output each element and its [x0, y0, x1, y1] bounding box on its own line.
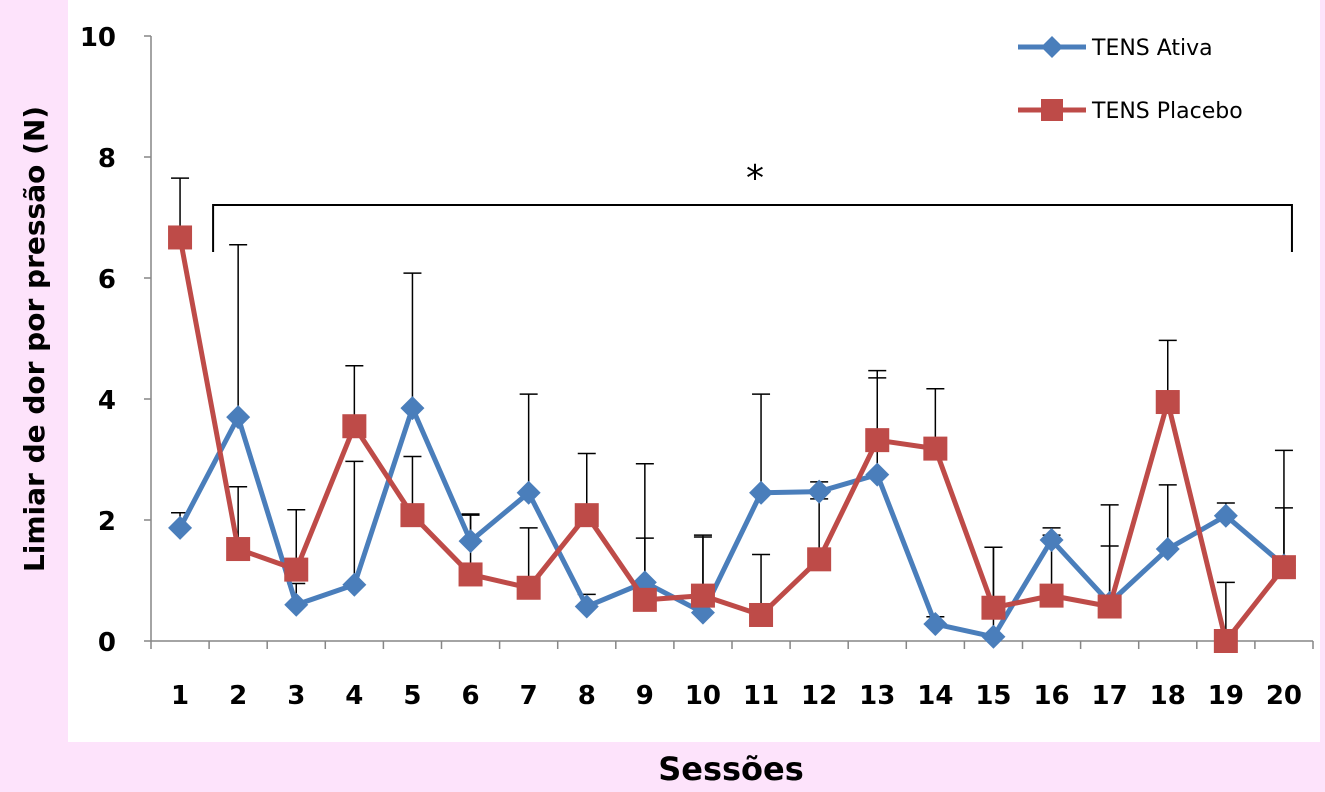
x-tick-label: 2: [229, 681, 247, 711]
data-point: [168, 515, 193, 540]
data-point: [516, 575, 541, 600]
x-tick-label: 1: [171, 681, 189, 711]
legend: TENS Ativa TENS Placebo: [1018, 36, 1243, 124]
x-axis-label: Sessões: [658, 750, 804, 788]
y-tick-label: 2: [98, 507, 116, 537]
x-tick-label: 4: [345, 681, 363, 711]
data-point: [1155, 537, 1180, 562]
data-point: [981, 624, 1006, 649]
data-point: [1213, 503, 1238, 528]
data-point: [226, 537, 251, 562]
y-tick-label: 0: [98, 628, 116, 658]
data-point: [342, 414, 367, 439]
x-tick-label: 19: [1208, 681, 1244, 711]
legend-marker-diamond: [1041, 36, 1063, 58]
x-tick-label: 9: [636, 681, 654, 711]
data-point: [923, 436, 948, 461]
data-point: [981, 595, 1006, 620]
x-tick-label: 18: [1150, 681, 1186, 711]
error-bars-0: [171, 243, 1293, 637]
significance-bracket-line: [212, 204, 1293, 252]
data-point: [807, 479, 832, 504]
x-tick-label: 20: [1266, 681, 1302, 711]
data-point: [865, 428, 890, 453]
data-point: [1271, 555, 1296, 580]
data-point: [807, 547, 832, 572]
data-point: [1213, 629, 1238, 653]
legend-marker-square: [1041, 99, 1063, 121]
legend-label: TENS Placebo: [1091, 99, 1243, 124]
significance-bracket: *: [212, 158, 1293, 252]
significance-star: *: [746, 158, 764, 199]
legend-item-1: TENS Placebo: [1018, 99, 1243, 124]
legend-label: TENS Ativa: [1091, 36, 1213, 61]
series-0: [168, 396, 1296, 649]
x-tick-label: 6: [462, 681, 480, 711]
x-tick-label: 8: [578, 681, 596, 711]
x-tick-label: 10: [685, 681, 721, 711]
x-tick-label: 11: [743, 681, 779, 711]
x-tick-label: 3: [287, 681, 305, 711]
data-point: [690, 583, 715, 608]
y-tick-label: 6: [98, 265, 116, 295]
data-point: [168, 225, 193, 250]
data-point: [284, 557, 309, 582]
data-point: [516, 480, 541, 505]
data-point: [342, 572, 367, 597]
x-tick-label: 17: [1092, 681, 1128, 711]
data-point: [1039, 527, 1064, 552]
x-tick-label: 14: [917, 681, 953, 711]
data-point: [400, 503, 425, 528]
legend-item-0: TENS Ativa: [1018, 36, 1213, 61]
x-tick-label: 16: [1033, 681, 1069, 711]
data-point: [574, 503, 599, 528]
x-ticks: 1 2 3 4 5 6 7 8 9 10 11 12 13 14 15 16 17 18 19 20: [150, 641, 1314, 711]
y-ticks: 0 2 4 6 8 10: [80, 23, 151, 658]
y-tick-label: 10: [80, 23, 116, 53]
data-point: [1039, 583, 1064, 608]
data-point: [1155, 390, 1180, 415]
error-bars-1: [171, 177, 1293, 641]
x-tick-label: 7: [520, 681, 538, 711]
data-point: [400, 396, 425, 421]
data-point: [1097, 594, 1122, 619]
y-tick-label: 4: [98, 386, 116, 416]
series-line: [177, 405, 1286, 640]
x-tick-label: 13: [859, 681, 895, 711]
data-point: [749, 480, 774, 505]
x-tick-label: 15: [975, 681, 1011, 711]
data-point: [865, 462, 890, 487]
data-point: [284, 592, 309, 617]
series-layer: [168, 177, 1296, 653]
x-tick-label: 5: [403, 681, 421, 711]
x-tick-label: 12: [801, 681, 837, 711]
data-point: [923, 612, 948, 637]
data-point: [749, 602, 774, 627]
series-1: [168, 225, 1296, 653]
data-point: [458, 562, 483, 587]
y-axis-label: Limiar de dor por pressão (N): [18, 106, 51, 572]
data-point: [458, 529, 483, 554]
data-point: [226, 405, 251, 430]
series-line: [177, 237, 1286, 644]
y-tick-label: 8: [98, 144, 116, 174]
data-point: [574, 594, 599, 619]
data-point: [632, 587, 657, 612]
